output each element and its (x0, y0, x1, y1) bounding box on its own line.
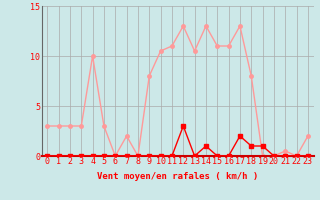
X-axis label: Vent moyen/en rafales ( km/h ): Vent moyen/en rafales ( km/h ) (97, 172, 258, 181)
